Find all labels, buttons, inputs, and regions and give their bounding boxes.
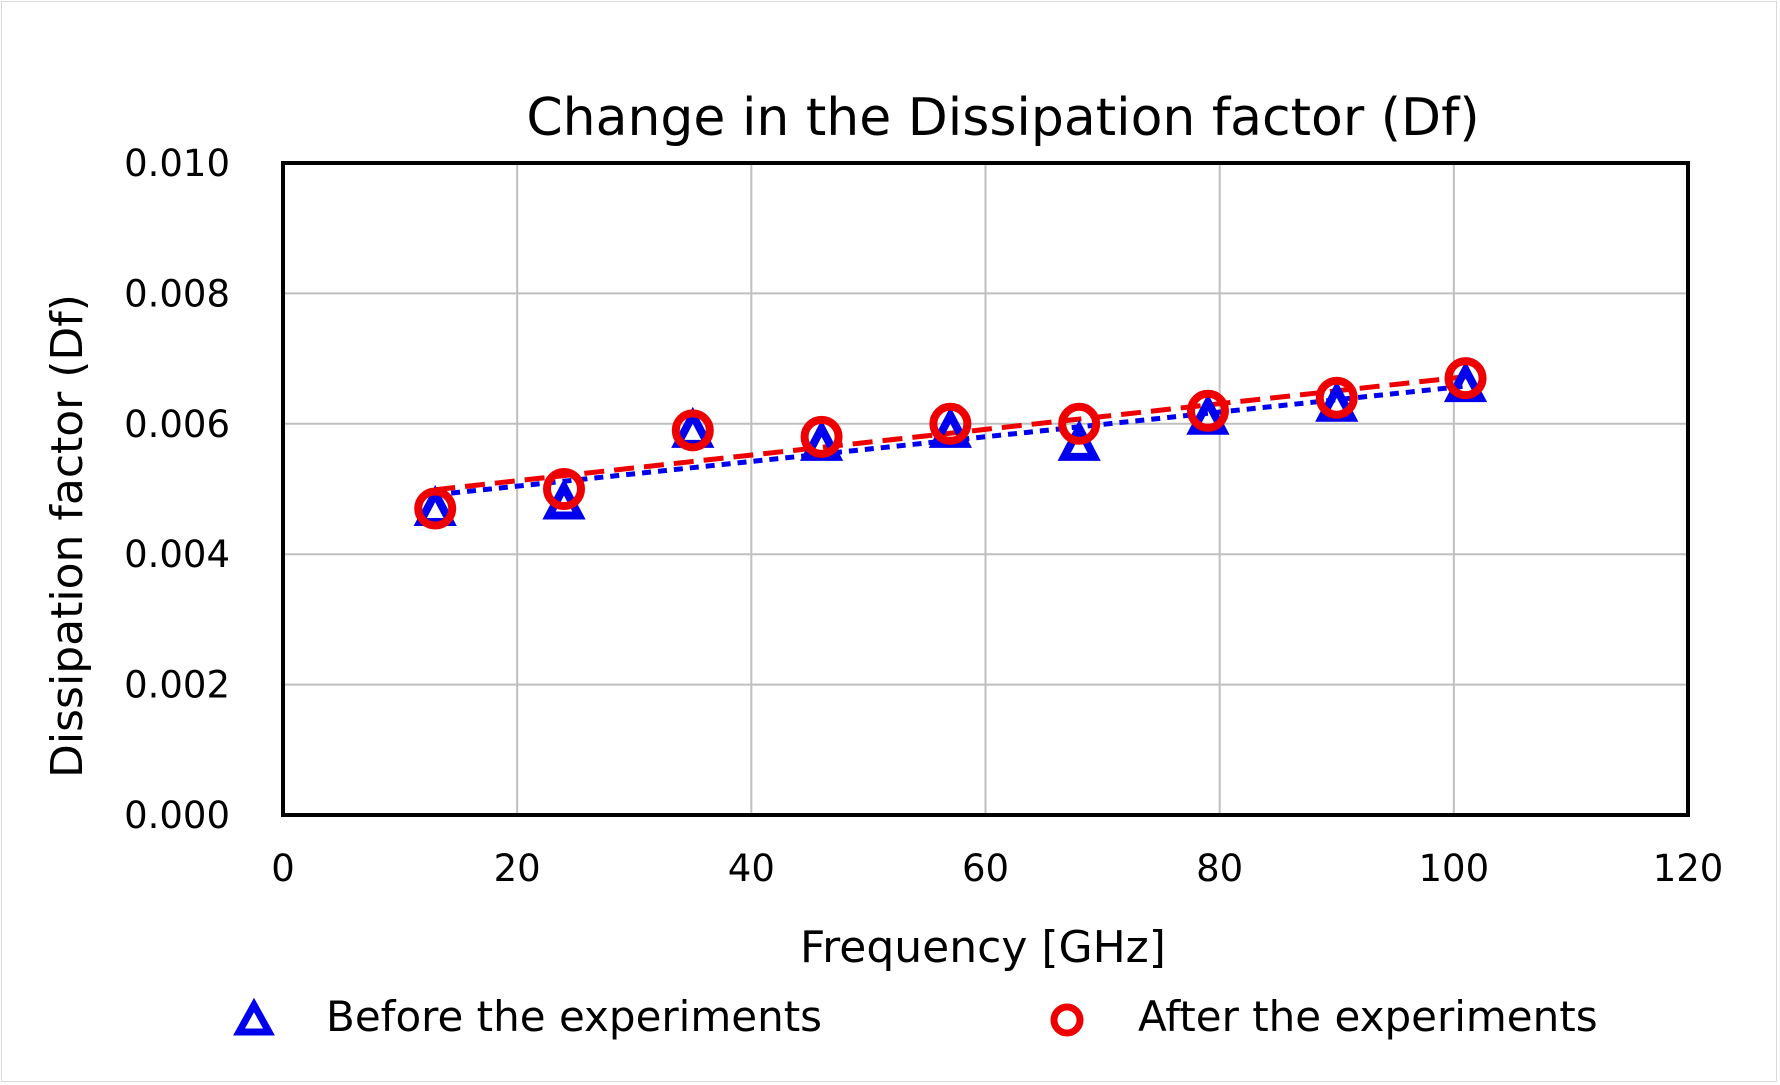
y-tick-label: 0.000: [124, 794, 230, 837]
legend-label-after: After the experiments: [1138, 992, 1598, 1041]
x-axis-title: Frequency [GHz]: [800, 922, 1166, 973]
x-tick-label: 100: [1419, 847, 1490, 890]
legend-item-before: Before the experiments: [233, 992, 822, 1041]
y-tick-label: 0.002: [124, 664, 230, 707]
y-tick-label: 0.006: [124, 403, 230, 446]
chart-title: Change in the Dissipation factor (Df): [526, 88, 1479, 148]
tick-labels: 0 20 40 60 80 100 120 0.000 0.002 0.004 0.006 0.008…: [124, 142, 1723, 890]
legend-label-before: Before the experiments: [326, 992, 822, 1041]
circle-point: [929, 402, 972, 445]
triangle-marker-icon: [233, 997, 275, 1036]
y-tick-label: 0.008: [124, 272, 230, 315]
circle-point: [414, 487, 457, 530]
y-axis-title: Dissipation factor (Df): [42, 294, 93, 778]
trendline-circle: [434, 374, 1466, 493]
x-tick-label: 20: [494, 847, 541, 890]
x-tick-label: 40: [728, 847, 775, 890]
y-tick-label: 0.010: [124, 142, 230, 185]
gridlines: [283, 163, 1688, 815]
x-tick-label: 0: [271, 847, 295, 890]
x-tick-label: 60: [962, 847, 1009, 890]
circle-point: [1315, 376, 1358, 419]
legend: Before the experiments After the experim…: [233, 992, 1598, 1041]
legend-item-after: After the experiments: [1050, 992, 1598, 1041]
plot-area: [281, 161, 1690, 817]
circle-point: [1058, 402, 1101, 445]
circle-point: [543, 468, 585, 510]
circle-point: [800, 415, 843, 458]
x-tick-label: 80: [1196, 847, 1243, 890]
circle-point: [1444, 357, 1487, 400]
circle-marker-icon: [1050, 1003, 1084, 1037]
circle-point: [671, 409, 714, 452]
data-markers: [413, 357, 1488, 530]
trendlines: [434, 374, 1466, 498]
y-tick-label: 0.004: [124, 533, 230, 576]
x-tick-label: 120: [1653, 847, 1724, 890]
circle-point: [1186, 389, 1229, 432]
